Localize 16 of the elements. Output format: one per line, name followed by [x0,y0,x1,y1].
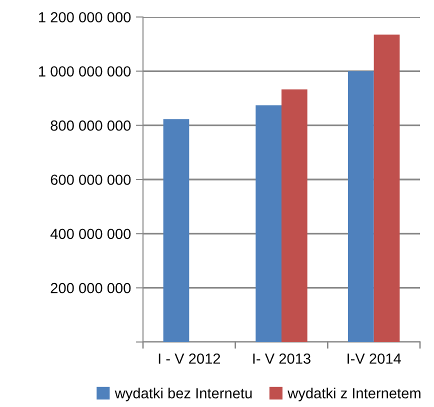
bar [256,105,282,342]
x-tick-label: I- V 2013 [253,353,310,364]
bar [348,71,374,342]
y-tick-label: 1 200 000 000 [39,12,131,22]
y-tick-label: 400 000 000 [50,228,131,240]
bar [163,119,190,342]
x-tick-label: I-V 2014 [348,353,401,364]
legend-label: wydatki z Internetem [288,388,420,402]
y-tick-label: 1 000 000 000 [39,66,131,77]
y-tick-label: 800 000 000 [50,120,131,131]
y-tick-label: 200 000 000 [50,282,131,294]
bar [374,34,400,342]
bar [282,89,308,342]
legend-label: wydatki bez Internetu [114,388,252,402]
y-tick-label: 600 000 000 [50,174,131,185]
x-tick-label: I - V 2012 [158,353,220,364]
